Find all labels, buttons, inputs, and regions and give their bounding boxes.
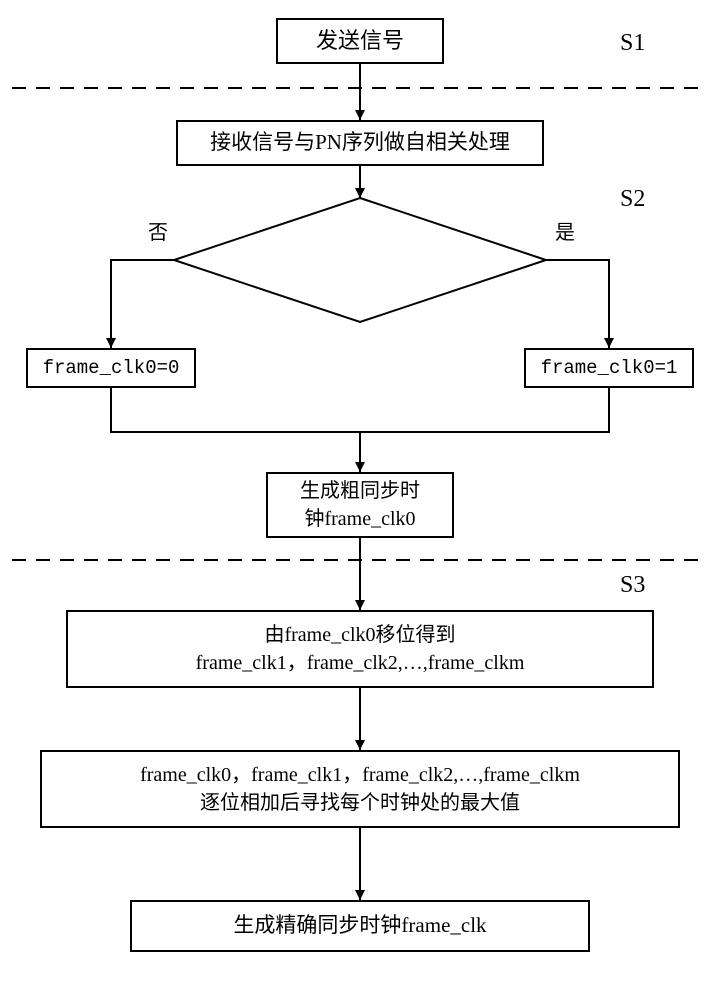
stage-label-s2: S2: [620, 186, 645, 213]
node-coarse-clock: 生成粗同步时 钟frame_clk0: [266, 472, 454, 538]
stage-label-s3: S3: [620, 572, 645, 599]
edge-label-no: 否: [148, 216, 168, 245]
node-sum-max-line2: 逐位相加后寻找每个时钟处的最大值: [200, 789, 520, 817]
node-threshold-decision: 是否超过设置门限: [210, 248, 510, 278]
edge-n3-n5: [546, 260, 609, 348]
edge-label-yes: 是: [555, 216, 575, 245]
node-autocorrelation: 接收信号与PN序列做自相关处理: [176, 120, 544, 166]
node-sum-max-line1: frame_clk0，frame_clk1，frame_clk2,…,frame…: [140, 761, 580, 789]
node-shift-clocks-line1: 由frame_clk0移位得到: [264, 621, 455, 649]
node-clk0-one: frame_clk0=1: [524, 348, 694, 388]
node-shift-clocks: 由frame_clk0移位得到 frame_clk1，frame_clk2,…,…: [66, 610, 654, 688]
node-coarse-clock-line1: 生成粗同步时: [300, 477, 420, 505]
node-precise-clock: 生成精确同步时钟frame_clk: [130, 900, 590, 952]
node-sum-max: frame_clk0，frame_clk1，frame_clk2,…,frame…: [40, 750, 680, 828]
node-clk0-zero: frame_clk0=0: [26, 348, 196, 388]
flowchart-canvas: S1 S2 S3 发送信号 接收信号与PN序列做自相关处理 是否超过设置门限 f…: [0, 0, 716, 1000]
edge-n5-join: [360, 388, 609, 432]
node-coarse-clock-line2: 钟frame_clk0: [304, 505, 415, 533]
edge-n3-n4: [111, 260, 174, 348]
edge-n4-join: [111, 388, 360, 432]
stage-label-s1: S1: [620, 30, 645, 57]
node-shift-clocks-line2: frame_clk1，frame_clk2,…,frame_clkm: [196, 649, 525, 677]
node-send-signal: 发送信号: [276, 18, 444, 64]
